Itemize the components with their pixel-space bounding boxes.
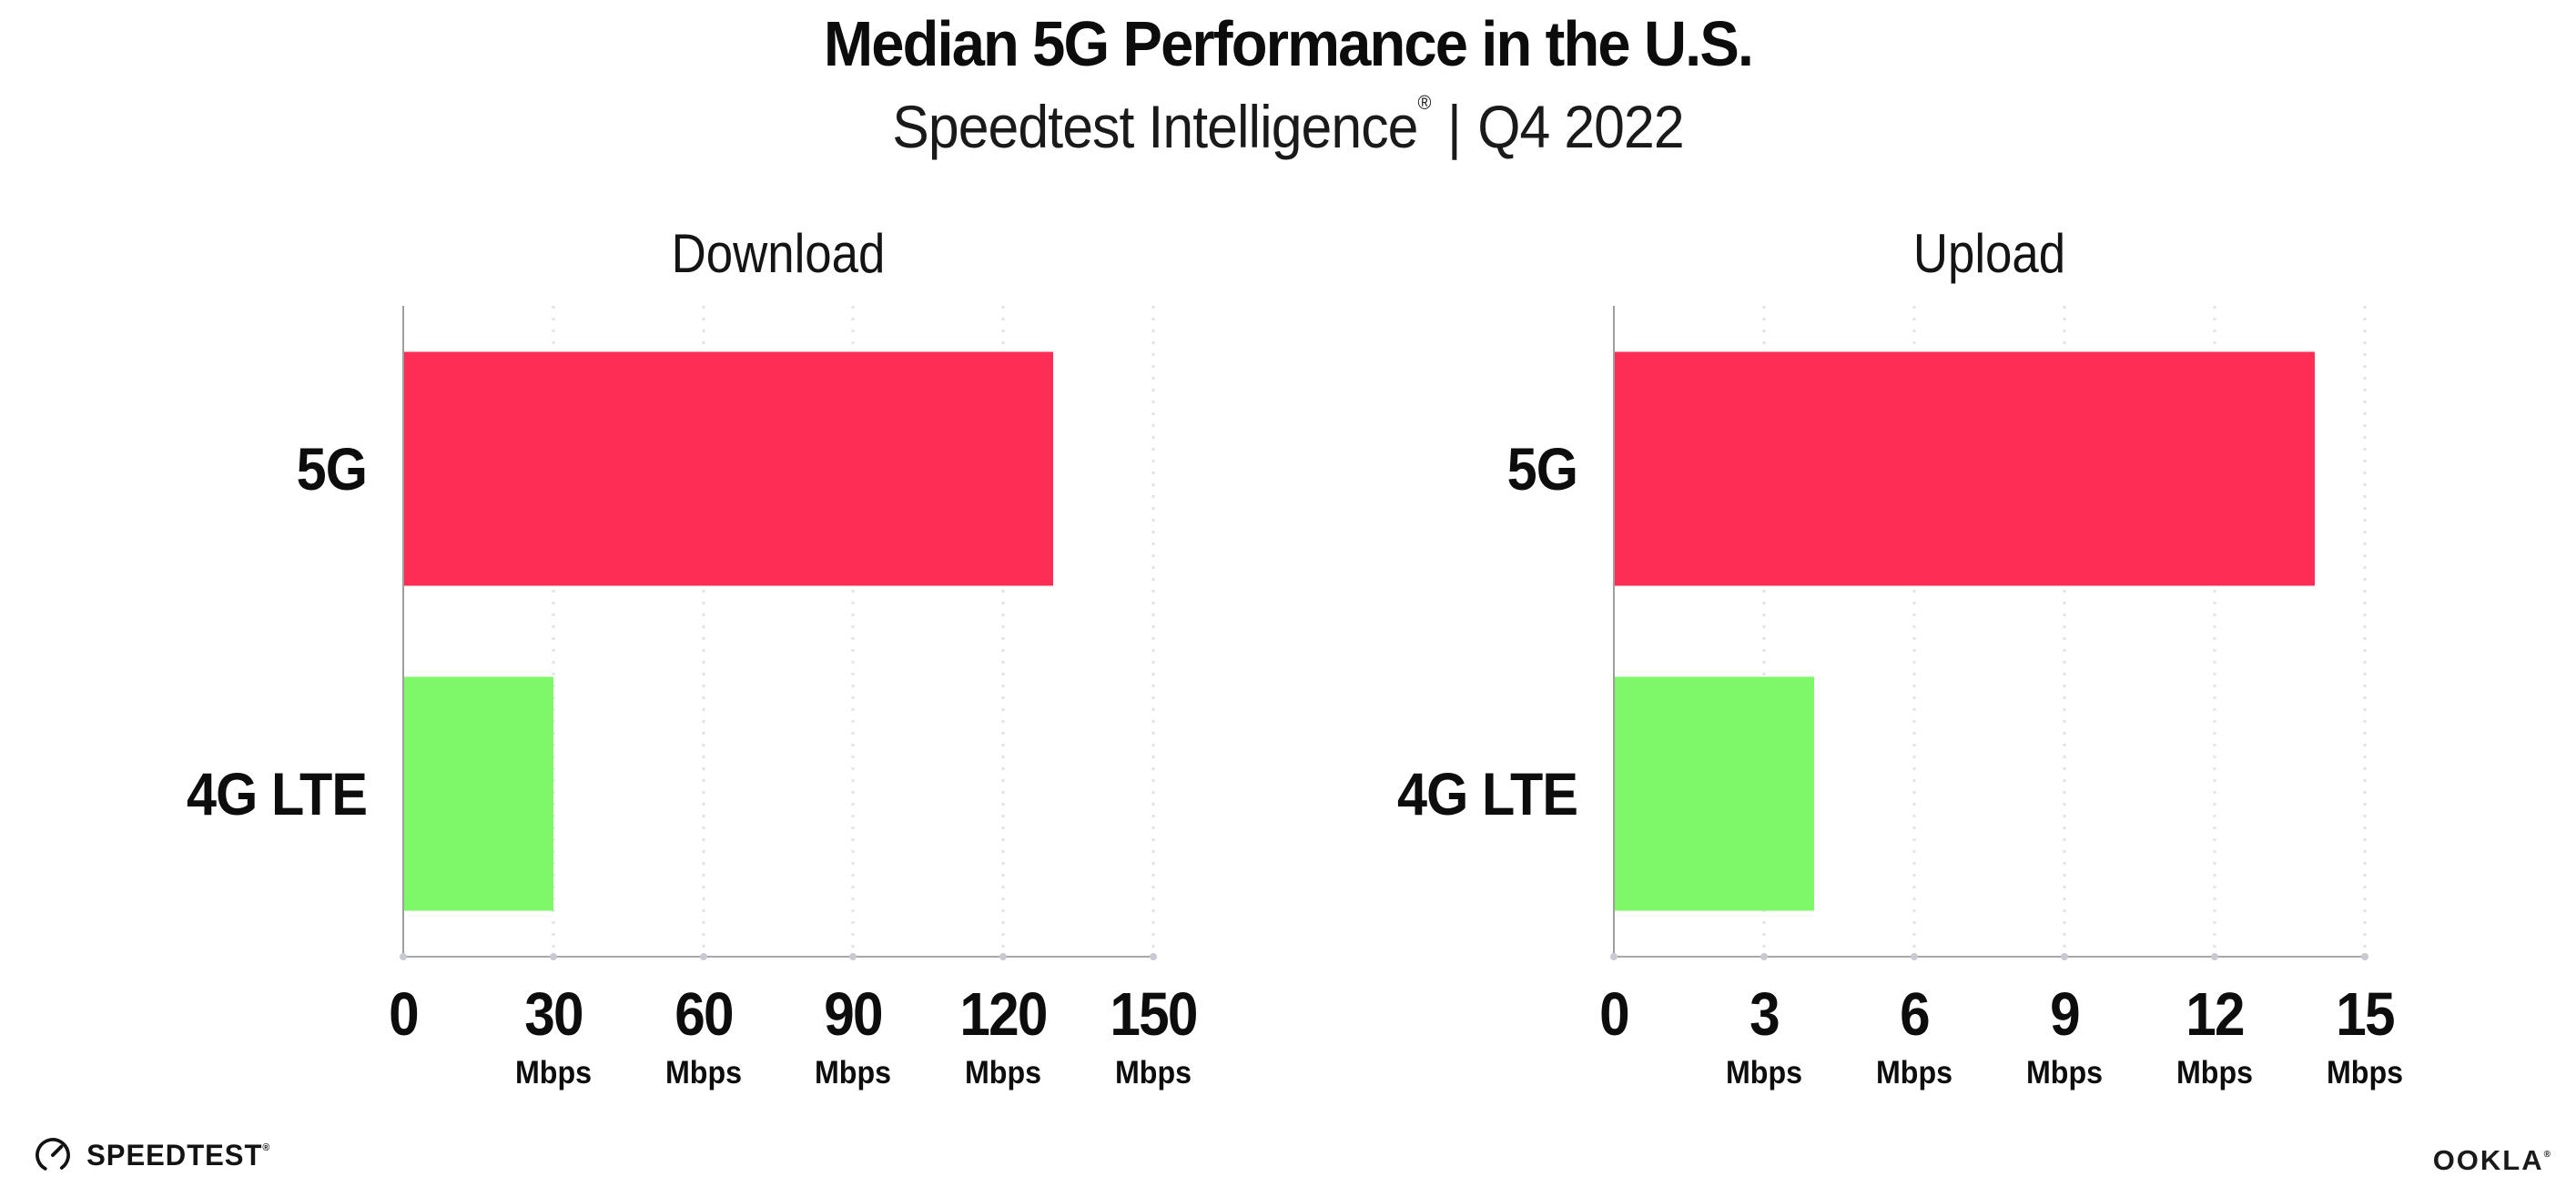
gridline-6 (1912, 306, 1916, 956)
upload-x-tick-labels: 0 3 Mbps 6 Mbps 9 Mbps 12 Mbps 15 Mbps (1599, 956, 2403, 1129)
x-tick-value: 3 (1749, 980, 1780, 1049)
axis-tick-dot-12 (2211, 953, 2218, 960)
x-tick-unit: Mbps (2175, 1055, 2254, 1090)
bar-4g-lte (1614, 676, 1814, 910)
axis-tick-dot-3 (1760, 953, 1768, 960)
ookla-logo: OOKLA® (2433, 1144, 2551, 1177)
x-tick-30: 30 Mbps (512, 956, 594, 1091)
x-tick-unit: Mbps (2326, 1055, 2404, 1090)
x-tick-unit: Mbps (2025, 1055, 2104, 1090)
x-tick-value: 150 (1110, 980, 1198, 1049)
x-tick-unit: Mbps (1114, 1055, 1192, 1090)
x-tick-12: 12 Mbps (2173, 956, 2256, 1091)
axis-tick-dot-15 (2361, 953, 2368, 960)
upload-chart-title: Upload (1912, 223, 2066, 284)
x-tick-value: 60 (674, 980, 734, 1049)
bar-5g (403, 351, 1054, 585)
x-tick-unit: Mbps (1875, 1055, 1953, 1090)
category-label-4g-lte: 4G LTE (1396, 759, 1578, 827)
download-x-tick-labels: 0 30 Mbps 60 Mbps 90 Mbps 120 Mbps 150 Mbps (389, 956, 1198, 1129)
x-tick-150: 150 Mbps (1105, 956, 1202, 1091)
x-tick-value: 0 (1599, 980, 1630, 1049)
x-tick-6: 6 Mbps (1872, 956, 1955, 1091)
axis-tick-dot-120 (999, 953, 1008, 960)
gridline-90 (851, 306, 855, 956)
x-tick-9: 9 Mbps (2023, 956, 2105, 1091)
category-label-4g-lte: 4G LTE (186, 759, 368, 827)
gridline-3 (1762, 306, 1766, 956)
x-tick-value: 9 (2050, 980, 2081, 1049)
x-tick-0: 0 (1597, 956, 1630, 1050)
upload-category-axis: 5G 4G LTE (1281, 306, 1578, 956)
upload-bars (1614, 306, 2365, 956)
upload-plot-area (1610, 306, 2368, 960)
axis-tick-dot-150 (1150, 953, 1157, 960)
download-y-axis-line (402, 306, 404, 956)
axis-tick-dot-0 (1610, 953, 1618, 960)
x-tick-value: 6 (1900, 980, 1931, 1049)
x-tick-value: 15 (2336, 980, 2395, 1049)
registered-trademark-icon: ® (1417, 91, 1432, 114)
x-tick-unit: Mbps (1725, 1055, 1803, 1090)
download-x-axis-line (402, 956, 1153, 958)
x-tick-unit: Mbps (664, 1055, 742, 1090)
x-tick-0: 0 (387, 956, 420, 1050)
category-label-5g: 5G (1506, 434, 1578, 502)
bar-4g-lte (403, 676, 553, 910)
upload-chart: Upload 5G 4G LTE 0 3 Mbps 6 Mbps 9 Mbps 12 Mbps 15… (1281, 218, 2446, 1129)
speedtest-gauge-icon (35, 1138, 70, 1172)
axis-tick-dot-30 (549, 953, 557, 960)
subtitle-period: Q4 2022 (1477, 93, 1684, 160)
gridline-60 (702, 306, 705, 956)
download-bars (403, 306, 1153, 956)
x-tick-unit: Mbps (965, 1055, 1042, 1090)
upload-x-axis-line (1613, 956, 2365, 958)
axis-tick-dot-9 (2061, 953, 2068, 960)
x-tick-90: 90 Mbps (812, 956, 895, 1091)
gridline-12 (2213, 306, 2216, 956)
gridline-30 (552, 306, 555, 956)
x-tick-unit: Mbps (514, 1055, 592, 1090)
page-subtitle: Speedtest Intelligence® | Q4 2022 (103, 91, 2473, 161)
speedtest-wordmark: SPEEDTEST® (86, 1139, 269, 1172)
subtitle-separator: | (1446, 93, 1462, 160)
x-tick-15: 15 Mbps (2323, 956, 2406, 1091)
download-category-axis: 5G 4G LTE (73, 306, 368, 956)
x-tick-value: 0 (389, 980, 420, 1049)
ookla-wordmark: OOKLA (2432, 1144, 2544, 1176)
axis-tick-dot-6 (1911, 953, 1918, 960)
category-label-5g: 5G (296, 434, 368, 502)
download-chart: Download 5G 4G LTE 0 30 Mbps 60 Mbps 90 Mbps 120… (73, 218, 1238, 1129)
x-tick-unit: Mbps (815, 1055, 892, 1090)
download-chart-title: Download (671, 223, 886, 284)
x-tick-120: 120 Mbps (955, 956, 1051, 1091)
x-tick-value: 30 (524, 980, 583, 1049)
x-tick-3: 3 Mbps (1722, 956, 1805, 1091)
x-tick-60: 60 Mbps (662, 956, 745, 1091)
gridline-9 (2063, 306, 2066, 956)
speedtest-logo: SPEEDTEST® (33, 1135, 272, 1175)
bar-5g (1614, 351, 2315, 585)
speedtest-trademark-icon: ® (262, 1141, 270, 1153)
gridline-15 (2363, 306, 2367, 956)
x-tick-value: 90 (824, 980, 884, 1049)
gridline-150 (1151, 306, 1155, 956)
download-plot-area (400, 306, 1157, 960)
upload-y-axis-line (1613, 306, 1615, 956)
x-tick-value: 12 (2186, 980, 2245, 1049)
x-tick-value: 120 (959, 980, 1049, 1049)
axis-tick-dot-0 (400, 953, 407, 960)
subtitle-brand: Speedtest Intelligence (892, 93, 1418, 160)
axis-tick-dot-90 (849, 953, 857, 960)
gridline-120 (1001, 306, 1005, 956)
ookla-trademark-icon: ® (2543, 1150, 2551, 1160)
page-title: Median 5G Performance in the U.S. (823, 8, 1754, 79)
axis-tick-dot-60 (699, 953, 707, 960)
speedtest-label: SPEEDTEST (86, 1138, 263, 1172)
